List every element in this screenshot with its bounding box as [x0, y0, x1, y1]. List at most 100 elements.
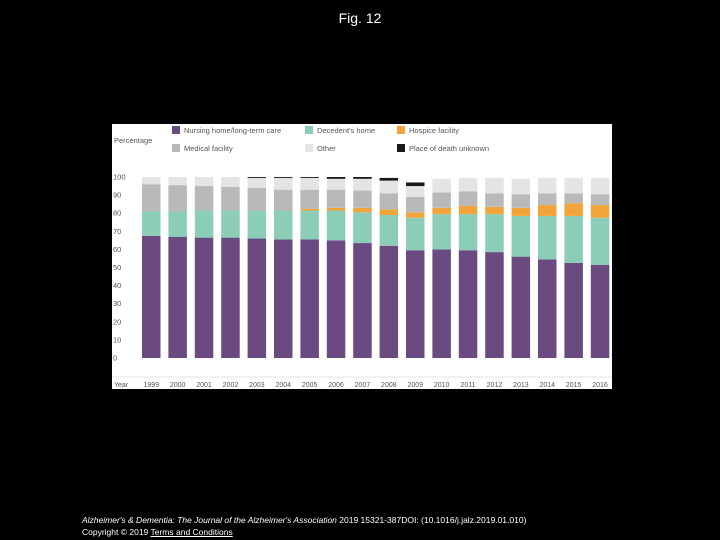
y-tick-label: 0	[113, 354, 117, 363]
bar-other-2013	[511, 178, 531, 195]
bar-medical-2011	[458, 191, 478, 206]
bar-nursing-2002	[221, 237, 240, 358]
footer-copyright: Copyright © 2019 Terms and Conditions	[82, 527, 233, 538]
bar-medical-2014	[538, 193, 557, 206]
bar-hospice-2015	[564, 203, 583, 216]
legend-swatch-unknown	[397, 144, 405, 152]
bar-nursing-2014	[538, 259, 557, 358]
x-tick-label: 2007	[355, 382, 371, 389]
x-axis-ticks: 1999 2000 2001 2002 2003 2004 2005 2006 2007 2008…	[143, 382, 607, 389]
x-tick-label: 2001	[196, 382, 212, 389]
bar-home-2001	[194, 210, 214, 238]
x-tick-label: 2016	[592, 382, 608, 389]
bar-unknown-2007	[353, 177, 372, 179]
y-axis-ticks: 0 10 20 30 40 50 60 70 80 90 100	[113, 173, 126, 363]
x-tick-label: 2003	[249, 382, 265, 389]
bar-nursing-2008	[379, 245, 399, 358]
bar-medical-1999	[142, 184, 161, 212]
bar-home-2011	[458, 214, 478, 251]
bar-hospice-2010	[432, 207, 451, 215]
bar-nursing-1999	[142, 235, 161, 358]
bar-nursing-2006	[326, 240, 346, 358]
bar-nursing-2000	[168, 236, 187, 358]
x-tick-label: 2005	[302, 382, 318, 389]
legend-label-hospice: Hospice facility	[409, 126, 459, 135]
y-tick-label: 70	[113, 227, 121, 236]
bar-other-2006	[326, 178, 346, 190]
bar-hospice-2014	[538, 205, 557, 216]
bar-hospice-2013	[511, 207, 531, 216]
bar-medical-2007	[353, 190, 372, 208]
bar-other-1999	[142, 177, 161, 185]
legend-label-home: Decedent's home	[317, 126, 375, 135]
bar-hospice-2005	[300, 208, 319, 211]
bar-medical-2000	[168, 185, 187, 212]
bar-other-2012	[485, 177, 504, 194]
bar-medical-2001	[194, 186, 214, 211]
bar-home-2009	[406, 217, 425, 251]
bar-other-2014	[538, 177, 557, 194]
bar-nursing-2001	[194, 237, 214, 358]
figure-title: Fig. 12	[338, 10, 382, 26]
y-tick-label: 60	[113, 245, 121, 254]
bar-other-2007	[353, 178, 372, 191]
bar-nursing-2011	[458, 250, 478, 358]
bar-unknown-2004	[274, 177, 293, 178]
bar-nursing-2004	[274, 239, 293, 358]
legend-label-medical: Medical facility	[184, 144, 233, 153]
bar-hospice-2016	[590, 205, 610, 218]
y-tick-label: 40	[113, 281, 121, 290]
bar-medical-2006	[326, 189, 346, 208]
bar-other-2005	[300, 177, 319, 190]
bar-other-2001	[194, 177, 214, 187]
bar-medical-2003	[247, 187, 267, 211]
legend-swatch-other	[305, 144, 313, 152]
x-tick-label: 2008	[381, 382, 397, 389]
bar-medical-2012	[485, 193, 504, 207]
bar-medical-2010	[432, 192, 451, 208]
journal-name: Alzheimer's & Dementia: The Journal of t…	[82, 515, 337, 525]
bar-unknown-2009	[406, 182, 425, 187]
terms-link[interactable]: Terms and Conditions	[150, 527, 233, 537]
legend-label-unknown: Place of death unknown	[409, 144, 489, 153]
bar-home-2014	[538, 215, 557, 260]
y-tick-label: 100	[113, 173, 126, 182]
bar-medical-2002	[221, 186, 240, 211]
bar-nursing-2009	[406, 250, 425, 358]
bar-nursing-2010	[432, 249, 451, 358]
bar-other-2004	[274, 177, 293, 190]
x-tick-label: 1999	[143, 382, 159, 389]
legend-label-other: Other	[317, 144, 336, 153]
bar-other-2015	[564, 177, 583, 194]
bar-other-2009	[406, 186, 425, 197]
bar-unknown-2008	[379, 177, 399, 181]
bar-home-2008	[379, 215, 399, 246]
legend-label-nursing: Nursing home/long-term care	[184, 126, 281, 135]
legend-swatch-hospice	[397, 126, 405, 134]
bar-home-2006	[326, 210, 346, 241]
y-tick-label: 90	[113, 191, 121, 200]
x-tick-label: 2009	[407, 382, 423, 389]
bar-medical-2009	[406, 196, 425, 213]
citation-doi: 2019 15321-387DOI: (10.1016/j.jalz.2019.…	[336, 515, 527, 525]
bar-home-2010	[432, 214, 451, 250]
chart-panel: Percentage Nursing home/long-term care De…	[112, 124, 612, 389]
bar-home-1999	[142, 211, 161, 236]
bar-nursing-2005	[300, 239, 319, 358]
y-tick-label: 10	[113, 335, 121, 344]
bar-hospice-2009	[406, 212, 425, 218]
bar-home-2004	[274, 210, 293, 240]
legend-swatch-medical	[172, 144, 180, 152]
bar-medical-2008	[379, 193, 399, 210]
bar-unknown-2003	[247, 177, 267, 178]
bar-home-2015	[564, 215, 583, 263]
bar-medical-2016	[590, 194, 610, 206]
x-tick-label: 2004	[275, 382, 291, 389]
bar-other-2000	[168, 177, 187, 186]
bar-other-2008	[379, 180, 399, 194]
x-tick-label: 2006	[328, 382, 344, 389]
x-tick-label: 2000	[170, 382, 186, 389]
y-tick-label: 50	[113, 263, 121, 272]
x-tick-label: 2011	[461, 382, 476, 389]
footer-citation: Alzheimer's & Dementia: The Journal of t…	[82, 515, 526, 526]
